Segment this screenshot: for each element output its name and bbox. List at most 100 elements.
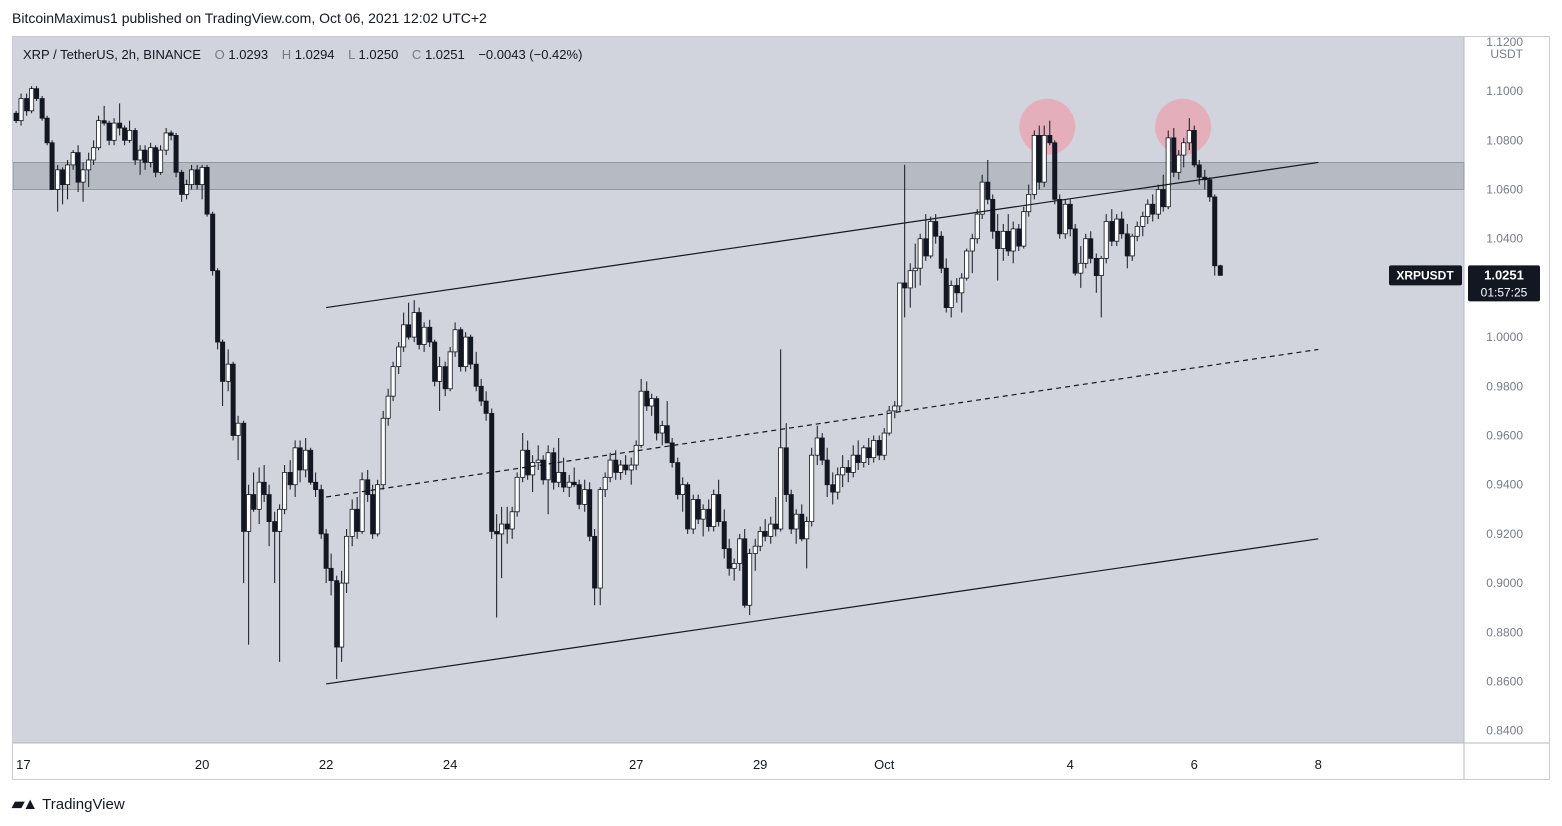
candle[interactable] [530, 455, 536, 493]
candle[interactable] [535, 445, 541, 470]
candle[interactable] [830, 472, 836, 505]
candle[interactable] [514, 472, 520, 517]
candle[interactable] [582, 479, 588, 512]
candle[interactable] [737, 533, 743, 571]
candle[interactable] [328, 553, 334, 596]
candle[interactable] [1098, 255, 1104, 318]
candle[interactable] [1021, 206, 1027, 249]
candle[interactable] [230, 361, 236, 441]
candle[interactable] [406, 302, 412, 340]
candle[interactable] [1191, 125, 1197, 168]
candle[interactable] [220, 339, 226, 406]
candle[interactable] [954, 278, 960, 303]
candle[interactable] [246, 484, 252, 645]
candle[interactable] [101, 105, 107, 126]
candle[interactable] [1181, 137, 1187, 168]
candle[interactable] [866, 437, 872, 466]
candle[interactable] [179, 169, 185, 202]
candle[interactable] [504, 506, 510, 544]
candle[interactable] [1109, 209, 1115, 247]
candle[interactable] [427, 319, 433, 347]
candle[interactable] [716, 479, 722, 527]
candle[interactable] [628, 457, 634, 485]
candle[interactable] [225, 349, 231, 392]
candle[interactable] [809, 447, 815, 527]
candle[interactable] [437, 356, 443, 411]
candle[interactable] [602, 472, 608, 498]
candle[interactable] [148, 142, 154, 168]
candle[interactable] [819, 433, 825, 466]
candle[interactable] [768, 516, 774, 544]
candle[interactable] [478, 378, 484, 406]
candle[interactable] [664, 401, 670, 444]
candle[interactable] [845, 460, 851, 483]
candle[interactable] [458, 327, 464, 372]
candle[interactable] [339, 570, 345, 662]
candle[interactable] [783, 423, 789, 502]
candle[interactable] [757, 526, 763, 552]
candle[interactable] [272, 511, 278, 584]
candle[interactable] [938, 231, 944, 274]
candle[interactable] [385, 388, 391, 426]
candle[interactable] [127, 120, 133, 143]
candle[interactable] [571, 467, 577, 488]
candle[interactable] [793, 509, 799, 544]
candle[interactable] [251, 472, 257, 512]
chart-frame[interactable]: 1.12001.10001.08001.06001.04001.02001.00… [12, 36, 1550, 780]
candle[interactable] [370, 484, 376, 539]
candle[interactable] [1196, 159, 1202, 185]
candle[interactable] [964, 248, 970, 281]
candle[interactable] [303, 437, 309, 478]
candle[interactable] [210, 211, 216, 276]
candle[interactable] [525, 440, 531, 480]
candle[interactable] [494, 514, 500, 618]
candle[interactable] [1119, 211, 1125, 239]
candle[interactable] [731, 558, 737, 581]
candle[interactable] [375, 479, 381, 537]
candle[interactable] [117, 103, 123, 136]
candle[interactable] [308, 447, 314, 485]
candle[interactable] [1062, 199, 1068, 239]
candle[interactable] [1036, 125, 1042, 190]
candle[interactable] [442, 361, 448, 397]
candle[interactable] [690, 494, 696, 534]
candle[interactable] [396, 342, 402, 375]
candle[interactable] [721, 509, 727, 559]
candle[interactable] [1031, 130, 1037, 200]
candle[interactable] [613, 450, 619, 480]
candle[interactable] [855, 440, 861, 470]
candle[interactable] [752, 538, 758, 571]
candle[interactable] [142, 145, 148, 170]
candle[interactable] [235, 415, 241, 461]
candle[interactable] [990, 194, 996, 239]
candle[interactable] [483, 391, 489, 421]
candle[interactable] [985, 159, 991, 205]
candle[interactable] [995, 214, 1001, 281]
candle[interactable] [587, 482, 593, 542]
candle[interactable] [778, 349, 784, 532]
candle[interactable] [912, 243, 918, 288]
candle[interactable] [106, 120, 112, 146]
candle[interactable] [1016, 223, 1022, 252]
candle[interactable] [18, 93, 24, 126]
candle[interactable] [499, 506, 505, 579]
candle[interactable] [840, 455, 846, 488]
candle[interactable] [706, 499, 712, 532]
candle[interactable] [86, 152, 92, 188]
candle[interactable] [122, 125, 128, 146]
candle[interactable] [917, 233, 923, 286]
candle[interactable] [742, 528, 748, 608]
candle[interactable] [695, 494, 701, 525]
candle[interactable] [390, 361, 396, 402]
candle[interactable] [948, 280, 954, 318]
candle[interactable] [897, 282, 903, 411]
candle[interactable] [401, 312, 407, 352]
candle[interactable] [1150, 194, 1156, 222]
candle[interactable] [463, 332, 469, 372]
candle[interactable] [1078, 246, 1084, 288]
candle[interactable] [871, 435, 877, 463]
candle[interactable] [39, 96, 45, 121]
candle[interactable] [80, 162, 86, 202]
candle[interactable] [861, 445, 867, 468]
candle[interactable] [618, 460, 624, 480]
